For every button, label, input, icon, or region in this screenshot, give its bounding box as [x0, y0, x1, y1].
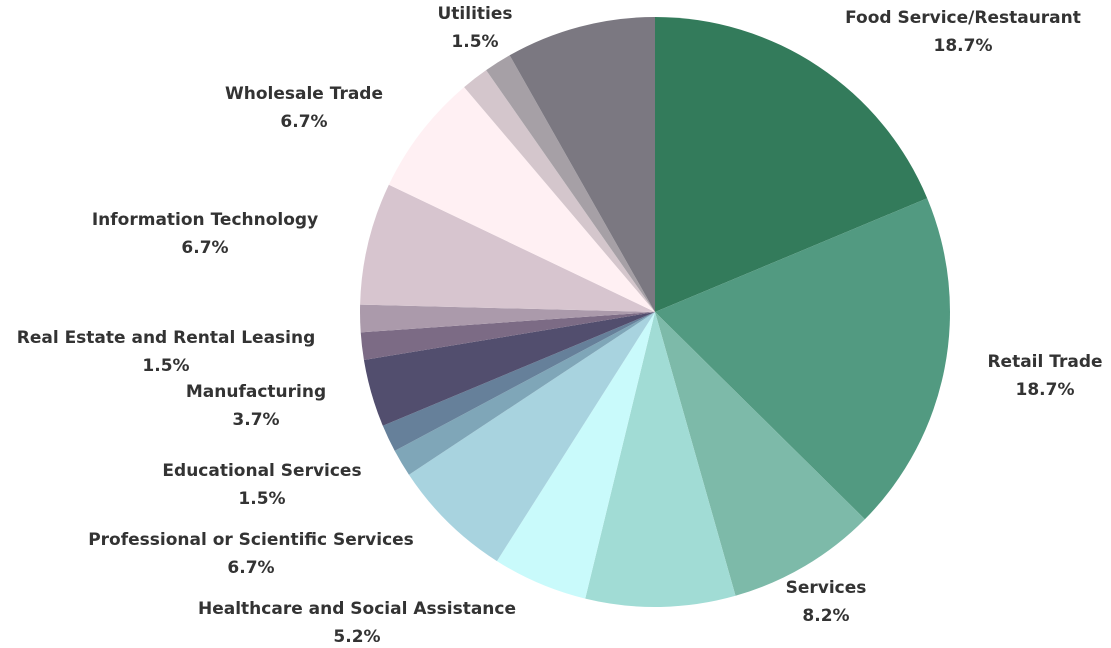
slice-value-label: 1.5% [238, 489, 285, 509]
slice-label: Healthcare and Social Assistance [198, 599, 516, 619]
slice-label: Real Estate and Rental Leasing [17, 328, 316, 348]
slice-value-label: 3.7% [232, 410, 279, 430]
pie-slice [360, 304, 655, 333]
pie-slice [509, 17, 655, 312]
pie-slice [363, 312, 655, 426]
pie-slice [360, 312, 655, 360]
slice-label: Manufacturing [186, 382, 326, 402]
slice-value-label: 18.7% [1016, 380, 1075, 400]
slice-value-label: 6.7% [227, 558, 274, 578]
pie-slice [360, 184, 655, 312]
slice-label: Professional or Scientific Services [88, 530, 414, 550]
slice-label: Educational Services [162, 461, 361, 481]
pie-slice [408, 312, 655, 562]
slice-label: Information Technology [92, 210, 318, 230]
pie-slice [585, 312, 736, 607]
pie-slice [388, 87, 655, 312]
slice-label: Wholesale Trade [225, 84, 383, 104]
slice-label: Services [786, 578, 867, 598]
pie-slice [464, 70, 655, 312]
pie-slice [382, 312, 655, 451]
slice-value-label: 5.2% [333, 627, 380, 647]
slice-label: Retail Trade [987, 352, 1102, 372]
slice-label: Utilities [437, 4, 512, 24]
slice-value-label: 6.7% [280, 112, 327, 132]
slice-value-label: 1.5% [142, 356, 189, 376]
pie-slice [394, 312, 655, 475]
pie-slice [486, 55, 655, 313]
pie-slice [655, 17, 928, 312]
slice-value-label: 8.2% [802, 606, 849, 626]
pie-slice [655, 312, 865, 596]
slice-value-label: 1.5% [451, 32, 498, 52]
slice-label: Food Service/Restaurant [845, 8, 1081, 28]
pie-slice [655, 198, 950, 520]
slice-value-label: 6.7% [181, 238, 228, 258]
slice-value-label: 18.7% [934, 36, 993, 56]
pie-slice [496, 312, 655, 599]
